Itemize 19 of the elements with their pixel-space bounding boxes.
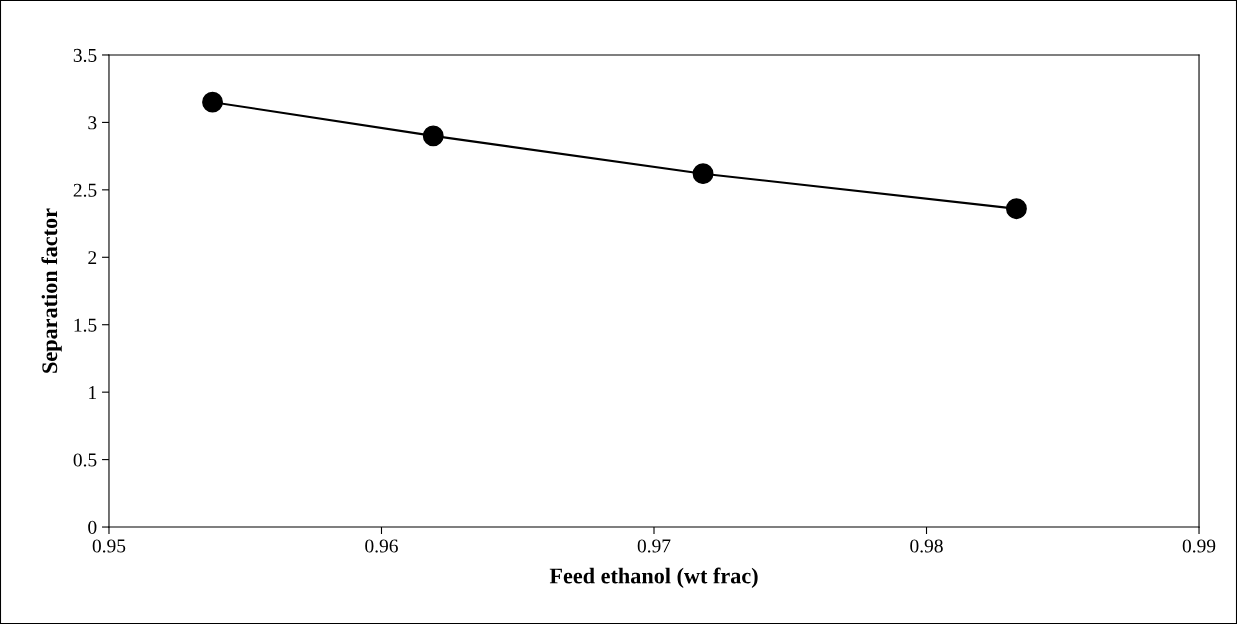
- x-tick-label: 0.98: [910, 539, 943, 553]
- point: [422, 125, 444, 147]
- y-tick-label: 2.5: [73, 183, 97, 197]
- x-tick-label: 0.97: [637, 539, 671, 553]
- x-tick-label: 0.99: [1182, 539, 1216, 553]
- y-tick-label: 3.5: [73, 48, 97, 62]
- point: [692, 163, 714, 185]
- x-tick-label: 0.95: [92, 539, 126, 553]
- y-tick-label: 3: [88, 116, 97, 130]
- y-tick-label: 0: [88, 520, 97, 534]
- y-tick-label: 0.5: [73, 453, 97, 467]
- y-tick-label: 1: [89, 386, 97, 399]
- y-tick-label: 2: [88, 251, 97, 265]
- x-axis-title: Feed ethanol (wt frac): [549, 567, 758, 588]
- point: [202, 91, 223, 113]
- point: [1006, 198, 1027, 220]
- x-tick-label: 0.96: [365, 539, 398, 553]
- y-tick-label: 1.5: [74, 318, 97, 332]
- y-axis-title: Separation factor: [41, 208, 62, 373]
